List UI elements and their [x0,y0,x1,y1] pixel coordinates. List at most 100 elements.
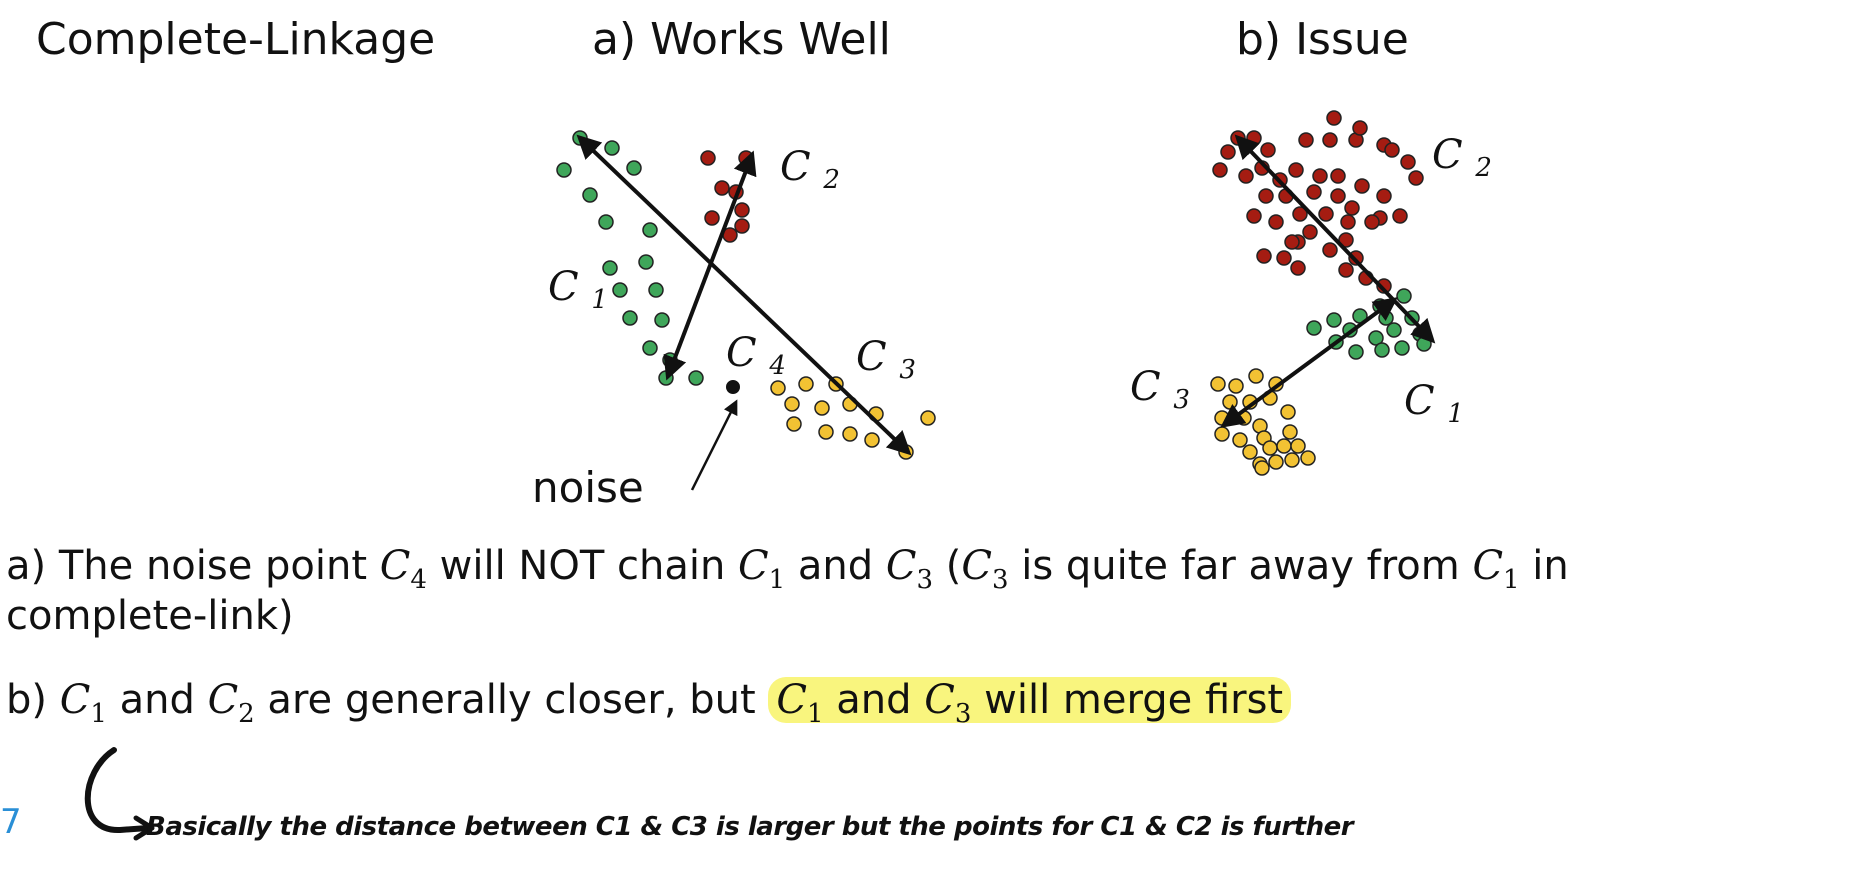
panel-b-green-dot [1306,320,1322,336]
panel-b-red-dot [1268,214,1284,230]
panel-a-green-dot [642,340,658,356]
panel-b-yellow-dot [1242,444,1258,460]
math-c1: C1 [776,677,824,729]
panel-b-green-dot [1396,288,1412,304]
highlighted-phrase: C1 and C3 will merge first [768,677,1292,729]
panel-b-red-dot [1212,162,1228,178]
panel-a-cluster-c3 [770,376,936,460]
panel-b-red-dot [1246,130,1262,146]
panel-a-yellow-dot [818,424,834,440]
panel-b-red-dot [1392,208,1408,224]
panel-b-red-dot [1246,208,1262,224]
panel-a-yellow-dot [770,380,786,396]
panel-b-green-dot [1326,312,1342,328]
panel-b-red-dot [1330,168,1346,184]
panel-b-red-dot [1276,250,1292,266]
panel-b-red-dot [1330,188,1346,204]
panel-a-green-dot [648,282,664,298]
explanation-line-a-cont: complete-link) [6,593,294,639]
panel-a-yellow-dot [814,400,830,416]
panel-a-green-dot [582,187,598,203]
panel-a-red-dot [734,202,750,218]
panel-a-label-c4: C 4 [726,330,786,381]
handwritten-note: Basically the distance between C1 & C3 i… [146,812,1354,842]
panel-b-red-dot [1284,234,1300,250]
panel-b-red-dot [1290,260,1306,276]
panel-a-red-dot [714,180,730,196]
panel-b-red-dot [1408,170,1424,186]
panel-a-green-dot [626,160,642,176]
panel-b-yellow-dot [1282,424,1298,440]
panel-a-yellow-dot [842,426,858,442]
panel-b-yellow-dot [1222,394,1238,410]
panel-b-red-dot [1298,132,1314,148]
panel-a-yellow-dot [784,396,800,412]
panel-b-red-dot [1288,162,1304,178]
panel-b-red-dot [1306,184,1322,200]
handwritten-hook-arrow-icon [84,747,155,841]
panel-b-arrow-c1-c3 [1220,297,1398,428]
panel-b-green-dot [1348,344,1364,360]
panel-b-red-dot [1352,120,1368,136]
panel-a-yellow-dot [920,410,936,426]
panel-a-green-dot [556,162,572,178]
explanation-line-a: a) The noise point C4 will NOT chain C1 … [6,543,1569,595]
main-title: Complete-Linkage [36,14,436,65]
panel-b-cluster-c2 [1212,110,1424,294]
panel-b-red-dot [1318,206,1334,222]
panel-a-green-dot [598,214,614,230]
panel-b-green-dot [1386,322,1402,338]
panel-b-label-c3: C 3 [1130,364,1190,415]
panel-b-yellow-dot [1276,438,1292,454]
panel-b-red-dot [1338,262,1354,278]
panel-b-red-dot [1400,154,1416,170]
panel-b-green-dot [1374,342,1390,358]
panel-a-label-c1: C 1 [548,264,608,315]
math-c4: C4 [379,543,427,595]
panel-a-noise-label: noise [532,463,644,512]
panel-a-yellow-dot [786,416,802,432]
math-c2: C2 [207,677,255,729]
panel-a-red-dot [734,218,750,234]
panel-b-yellow-dot [1290,438,1306,454]
panel-b-title: b) Issue [1236,14,1409,65]
panel-a-green-dot [604,140,620,156]
panel-b-red-dot [1344,200,1360,216]
panel-b-red-dot [1322,242,1338,258]
panel-b-red-dot [1322,132,1338,148]
panel-b-red-dot [1326,110,1342,126]
panel-b-yellow-dot [1280,404,1296,420]
panel-b-red-dot [1260,142,1276,158]
panel-a-yellow-dot [798,376,814,392]
panel-a-green-dot [638,254,654,270]
panel-b-yellow-dot [1228,378,1244,394]
panel-a-green-dot [688,370,704,386]
page-number: 7 [0,802,22,842]
math-c1: C1 [59,677,107,729]
panel-b-yellow-dot [1262,440,1278,456]
panel-a-green-dot [602,260,618,276]
panel-a-red-dot [704,210,720,226]
panel-a-red-dot [700,150,716,166]
panel-b-red-dot [1340,214,1356,230]
panel-b-yellow-dot [1210,376,1226,392]
cluster-diagrams: C 2 C 1 C 4 C 3 noise C 2 C 3 C 1 [532,110,1492,512]
panel-b-yellow-dot [1300,450,1316,466]
panel-a-cluster-c2 [700,150,754,243]
panel-b-red-dot [1256,248,1272,264]
panel-b-green-dot [1394,340,1410,356]
panel-b-red-dot [1312,168,1328,184]
panel-b-red-dot [1354,178,1370,194]
panel-a-noise-point [726,380,740,394]
math-c3: C3 [924,677,972,729]
panel-b-diagram: C 2 C 3 C 1 [1130,110,1492,476]
panel-a-arrow-c1-c3 [576,134,912,456]
panel-b-arrow-c2-c1 [1234,134,1436,344]
panel-b-yellow-dot [1284,452,1300,468]
panel-b-red-dot [1384,142,1400,158]
panel-b-yellow-dot [1214,426,1230,442]
panel-a-noise-arrow [690,399,738,491]
math-c3: C3 [885,543,934,595]
panel-a-label-c2: C 2 [780,144,840,195]
panel-a-arrow-c1-c2 [663,150,757,381]
